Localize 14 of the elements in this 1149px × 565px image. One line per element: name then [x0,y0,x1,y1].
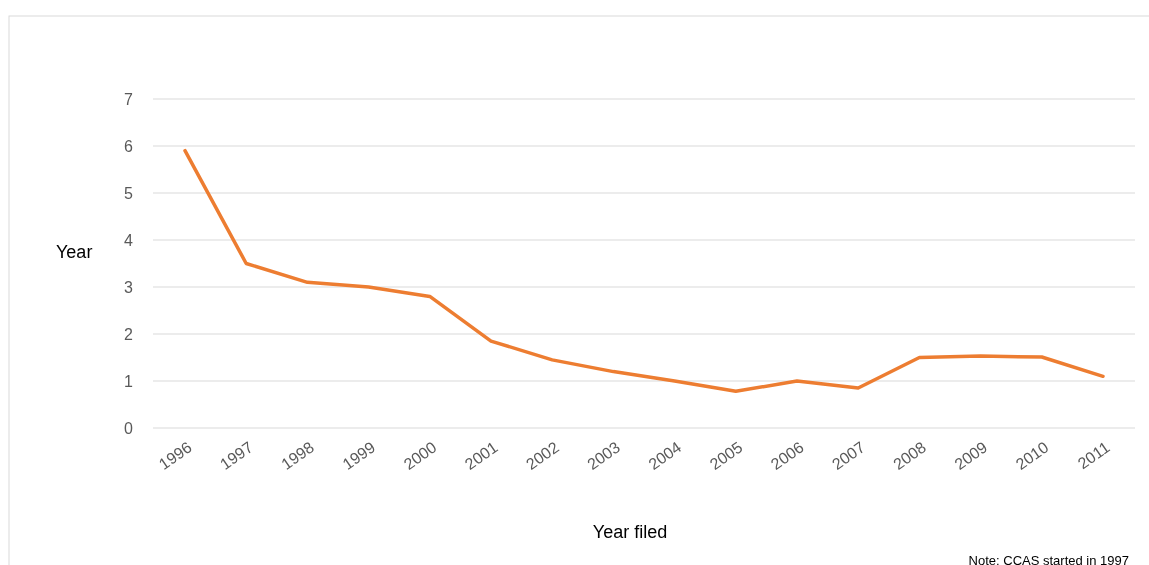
y-tick-label: 5 [124,184,134,202]
y-tick-label: 0 [124,419,134,437]
y-tick-label: 2 [124,325,134,343]
y-tick-label: 3 [124,278,134,296]
y-tick-label: 7 [124,90,134,108]
x-tick-label: 2001 [461,438,501,473]
y-tick-label: 6 [124,137,134,155]
x-axis-title: Year filed [592,522,668,542]
x-tick-label: 2011 [1074,438,1113,473]
y-axis-title: Year [56,242,93,262]
line-series [183,148,1105,394]
text: Note: CCAS started in 1997 [968,553,1129,565]
y-tick-label: 4 [124,231,134,249]
y-tick-label: 1 [124,372,134,390]
